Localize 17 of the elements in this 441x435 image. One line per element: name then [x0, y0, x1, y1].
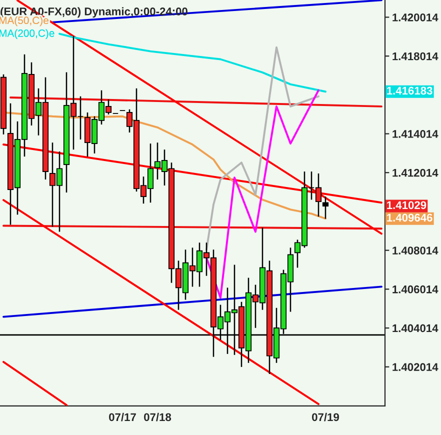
y-tick-label: 1.406014: [392, 285, 438, 294]
line-series: [58, 32, 326, 93]
text: 1.416183: [387, 86, 432, 95]
line-series: [206, 46, 320, 251]
text: 1.409646: [387, 214, 432, 222]
candlestick: [322, 196, 329, 220]
y-tick-label: 1.404014: [392, 324, 438, 332]
y-tick-label: 1.408014: [392, 246, 438, 254]
x-tick-label: 07/17: [109, 412, 136, 422]
x-tick-label: 07/18: [144, 412, 172, 422]
y-tick-label: 1.420014: [392, 13, 438, 22]
x-tick-label: 07/19: [312, 412, 339, 422]
y-tick-label: 1.402014: [392, 363, 438, 371]
y-tick-label: 1.412014: [392, 168, 438, 177]
text: 1.41029: [387, 201, 426, 210]
y-tick-label: 1.414014: [392, 130, 438, 138]
y-tick-label: 1.418014: [392, 52, 438, 60]
